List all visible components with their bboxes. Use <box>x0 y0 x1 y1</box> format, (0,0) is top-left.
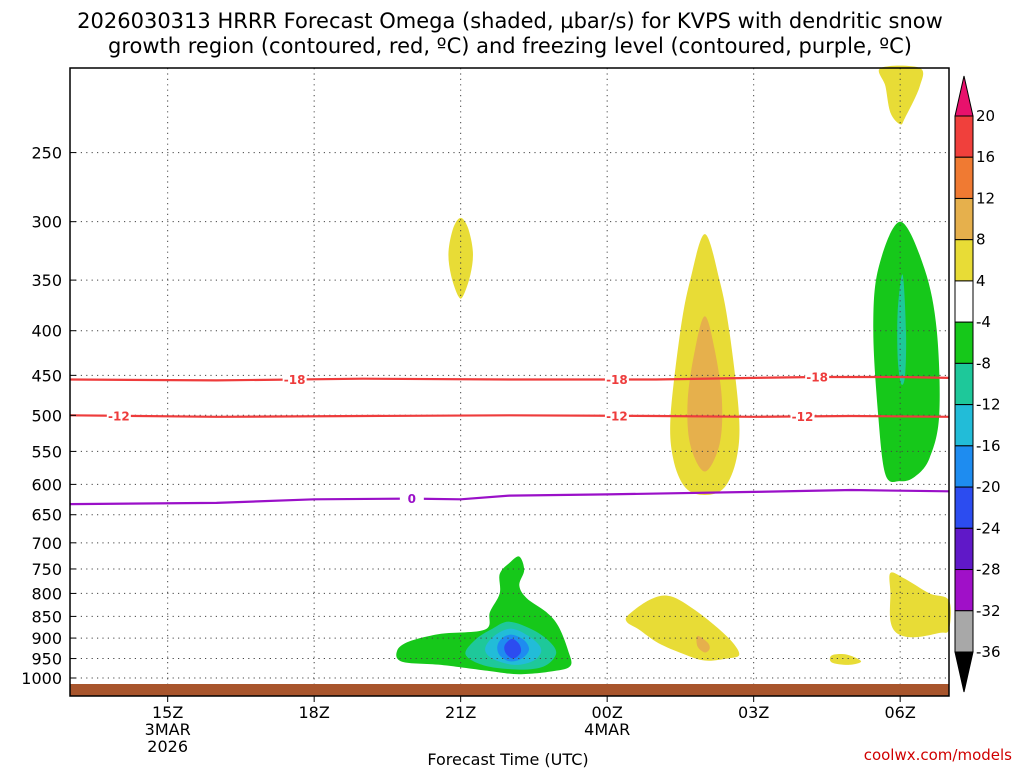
chart-title-line-1: 2026030313 HRRR Forecast Omega (shaded, … <box>77 9 943 33</box>
x-tick-label: 2026 <box>147 737 188 756</box>
colorbar-label: -16 <box>976 437 1001 455</box>
x-axis-label: Forecast Time (UTC) <box>427 750 588 768</box>
x-tick-label: 4MAR <box>584 720 630 739</box>
y-tick-label: 500 <box>31 406 62 425</box>
y-tick-label: 800 <box>31 584 62 603</box>
colorbar-swatch <box>954 445 974 488</box>
omega-pos-4-lower-01z <box>625 595 740 661</box>
y-tick-label: 400 <box>31 322 62 341</box>
colorbar-label: -4 <box>976 313 991 331</box>
ground-surface-bar <box>70 684 949 696</box>
colorbar-label: 4 <box>976 272 986 290</box>
colorbar-label: -20 <box>976 478 1001 496</box>
colorbar-bottom-arrow <box>954 651 974 693</box>
y-tick-label: 650 <box>31 506 62 525</box>
omega-pos-4-right-lower <box>889 572 951 638</box>
colorbar-label: -8 <box>976 354 991 372</box>
freezing-level-0-label-bg <box>399 491 424 506</box>
colorbar-swatch <box>954 486 974 529</box>
dgz-minus-12-line <box>69 414 950 418</box>
y-tick-label: 250 <box>31 144 62 163</box>
colorbar-swatch <box>954 362 974 406</box>
colorbar-label: -24 <box>976 519 1001 537</box>
dgz-minus-12-label: -12 <box>792 410 814 424</box>
y-tick-label: 350 <box>31 271 62 290</box>
y-tick-label: 600 <box>31 475 62 494</box>
omega-colorbar: 20 16 12 8 4 -4 -8 -12 -16 -20 -24 -28 -32 -36 <box>954 75 1001 693</box>
dgz-minus-18-label: -18 <box>284 373 306 387</box>
credit-text: coolwx.com/models <box>864 746 1012 764</box>
dgz-minus-18-label-bg <box>282 372 307 387</box>
y-axis-pressure-ticks: 250 300 350 400 450 500 550 600 650 700 750 800 850 9… <box>21 144 76 688</box>
colorbar-label: 20 <box>976 107 995 125</box>
y-tick-label: 700 <box>31 534 62 553</box>
omega-pos-8-column-02z <box>687 316 723 472</box>
omega-shading-layer <box>396 65 951 675</box>
dgz-minus-18-label: -18 <box>806 371 828 385</box>
dgz-minus-18-label-bg <box>604 372 629 387</box>
x-tick-label: 18Z <box>299 703 330 722</box>
colorbar-top-arrow <box>954 75 974 117</box>
colorbar-swatch <box>954 156 974 199</box>
y-tick-label: 1000 <box>21 669 62 688</box>
omega-neg-8-column-06z <box>897 274 907 385</box>
colorbar-swatch <box>954 115 974 158</box>
y-tick-label: 450 <box>31 366 62 385</box>
x-tick-label: 00Z <box>592 703 623 722</box>
omega-pos-8-lower-02z <box>696 635 710 653</box>
freezing-level-0-line <box>69 488 950 506</box>
chart-title-line-2: growth region (contoured, red, ºC) and f… <box>108 34 912 58</box>
dgz-minus-12-label-bg <box>604 408 629 423</box>
colorbar-label: -28 <box>976 561 1001 579</box>
colorbar-label: -32 <box>976 602 1001 620</box>
dgz-minus-18-label-bg <box>805 370 830 385</box>
x-tick-label: 03Z <box>738 703 769 722</box>
y-tick-label: 550 <box>31 442 62 461</box>
colorbar-label: 12 <box>976 189 995 207</box>
omega-pos-4-upper-21z <box>448 217 473 299</box>
dgz-minus-12-label-bg <box>790 409 815 424</box>
colorbar-label: -12 <box>976 396 1001 414</box>
colorbar-swatch <box>954 404 974 447</box>
omega-neg-20-lower-22z <box>504 638 522 659</box>
colorbar-swatch <box>954 610 974 653</box>
dgz-minus-12-label: -12 <box>108 409 130 423</box>
y-tick-label: 300 <box>31 213 62 232</box>
y-tick-label: 850 <box>31 607 62 626</box>
freezing-level-0-label: 0 <box>408 492 416 506</box>
dgz-minus-12-label-bg <box>106 408 131 423</box>
y-tick-label: 900 <box>31 629 62 648</box>
colorbar-swatch <box>954 569 974 612</box>
colorbar-swatch <box>954 321 974 364</box>
plot-frame <box>69 67 950 697</box>
omega-pos-4-top-right <box>878 65 924 125</box>
dgz-minus-18-label: -18 <box>606 373 628 387</box>
dgz-minus-18-line <box>69 375 950 382</box>
y-tick-label: 750 <box>31 560 62 579</box>
colorbar-swatch <box>954 239 974 282</box>
omega-pos-4-lower-04z <box>829 654 862 665</box>
colorbar-swatch <box>954 527 974 571</box>
colorbar-label: 8 <box>976 231 986 249</box>
colorbar-label: -36 <box>976 643 1001 661</box>
dgz-minus-12-label: -12 <box>606 409 628 423</box>
y-tick-label: 950 <box>31 650 62 669</box>
x-tick-label: 15Z <box>152 703 183 722</box>
x-tick-label: 3MAR <box>145 720 191 739</box>
colorbar-swatch <box>954 197 974 241</box>
x-tick-label: 21Z <box>445 703 476 722</box>
colorbar-swatch <box>954 280 974 323</box>
x-tick-label: 06Z <box>885 703 916 722</box>
colorbar-label: 16 <box>976 148 995 166</box>
contour-layer: -18 -18 -18 -12 -12 -12 0 <box>69 370 950 506</box>
